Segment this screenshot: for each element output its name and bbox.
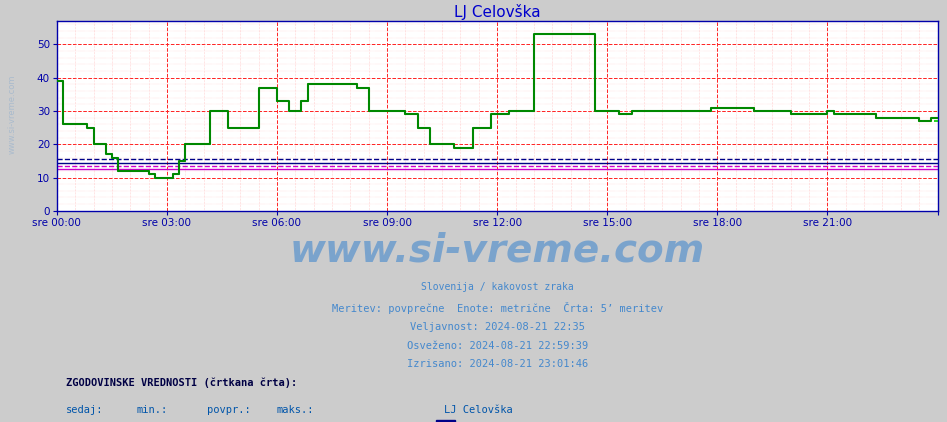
Text: www.si-vreme.com: www.si-vreme.com bbox=[290, 231, 705, 269]
Text: sedaj:: sedaj: bbox=[65, 406, 103, 415]
Text: povpr.:: povpr.: bbox=[206, 406, 250, 415]
Title: LJ Celovška: LJ Celovška bbox=[454, 4, 541, 20]
Text: min.:: min.: bbox=[136, 406, 168, 415]
Text: Slovenija / kakovost zraka: Slovenija / kakovost zraka bbox=[420, 282, 574, 292]
Bar bbox=[436, 419, 455, 422]
Text: www.si-vreme.com: www.si-vreme.com bbox=[8, 74, 17, 154]
Text: ZGODOVINSKE VREDNOSTI (črtkana črta):: ZGODOVINSKE VREDNOSTI (črtkana črta): bbox=[65, 377, 296, 387]
Text: Meritev: povprečne  Enote: metrične  Črta: 5’ meritev: Meritev: povprečne Enote: metrične Črta:… bbox=[331, 302, 663, 314]
Text: maks.:: maks.: bbox=[277, 406, 314, 415]
Text: Izrisano: 2024-08-21 23:01:46: Izrisano: 2024-08-21 23:01:46 bbox=[406, 359, 588, 369]
Text: LJ Celovška: LJ Celovška bbox=[444, 406, 513, 415]
Text: Osveženo: 2024-08-21 22:59:39: Osveženo: 2024-08-21 22:59:39 bbox=[406, 341, 588, 351]
Text: Veljavnost: 2024-08-21 22:35: Veljavnost: 2024-08-21 22:35 bbox=[410, 322, 584, 332]
